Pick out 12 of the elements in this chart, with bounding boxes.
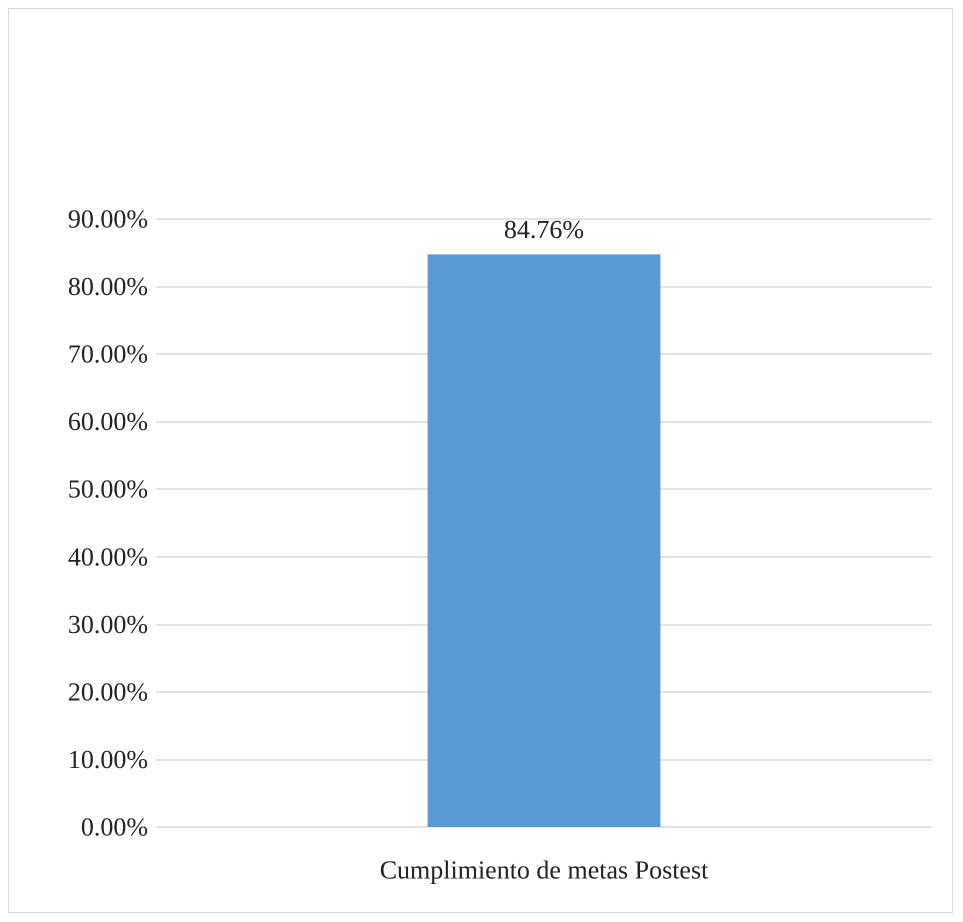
y-tick-label: 20.00% xyxy=(68,677,148,706)
y-tick-label: 0.00% xyxy=(80,812,148,842)
x-tick-label: Cumplimiento de metas Postest xyxy=(380,856,710,884)
y-tick-label: 80.00% xyxy=(68,272,148,302)
y-tick-label: 10.00% xyxy=(68,744,148,774)
y-tick-label: 30.00% xyxy=(68,610,148,639)
y-tick-label: 90.00% xyxy=(68,204,148,234)
y-tick-label: 70.00% xyxy=(68,340,148,369)
y-tick-label: 50.00% xyxy=(68,474,148,504)
y-tick-label: 60.00% xyxy=(68,407,148,436)
data-label: 84.76% xyxy=(504,214,584,244)
y-tick-label: 40.00% xyxy=(68,542,148,572)
